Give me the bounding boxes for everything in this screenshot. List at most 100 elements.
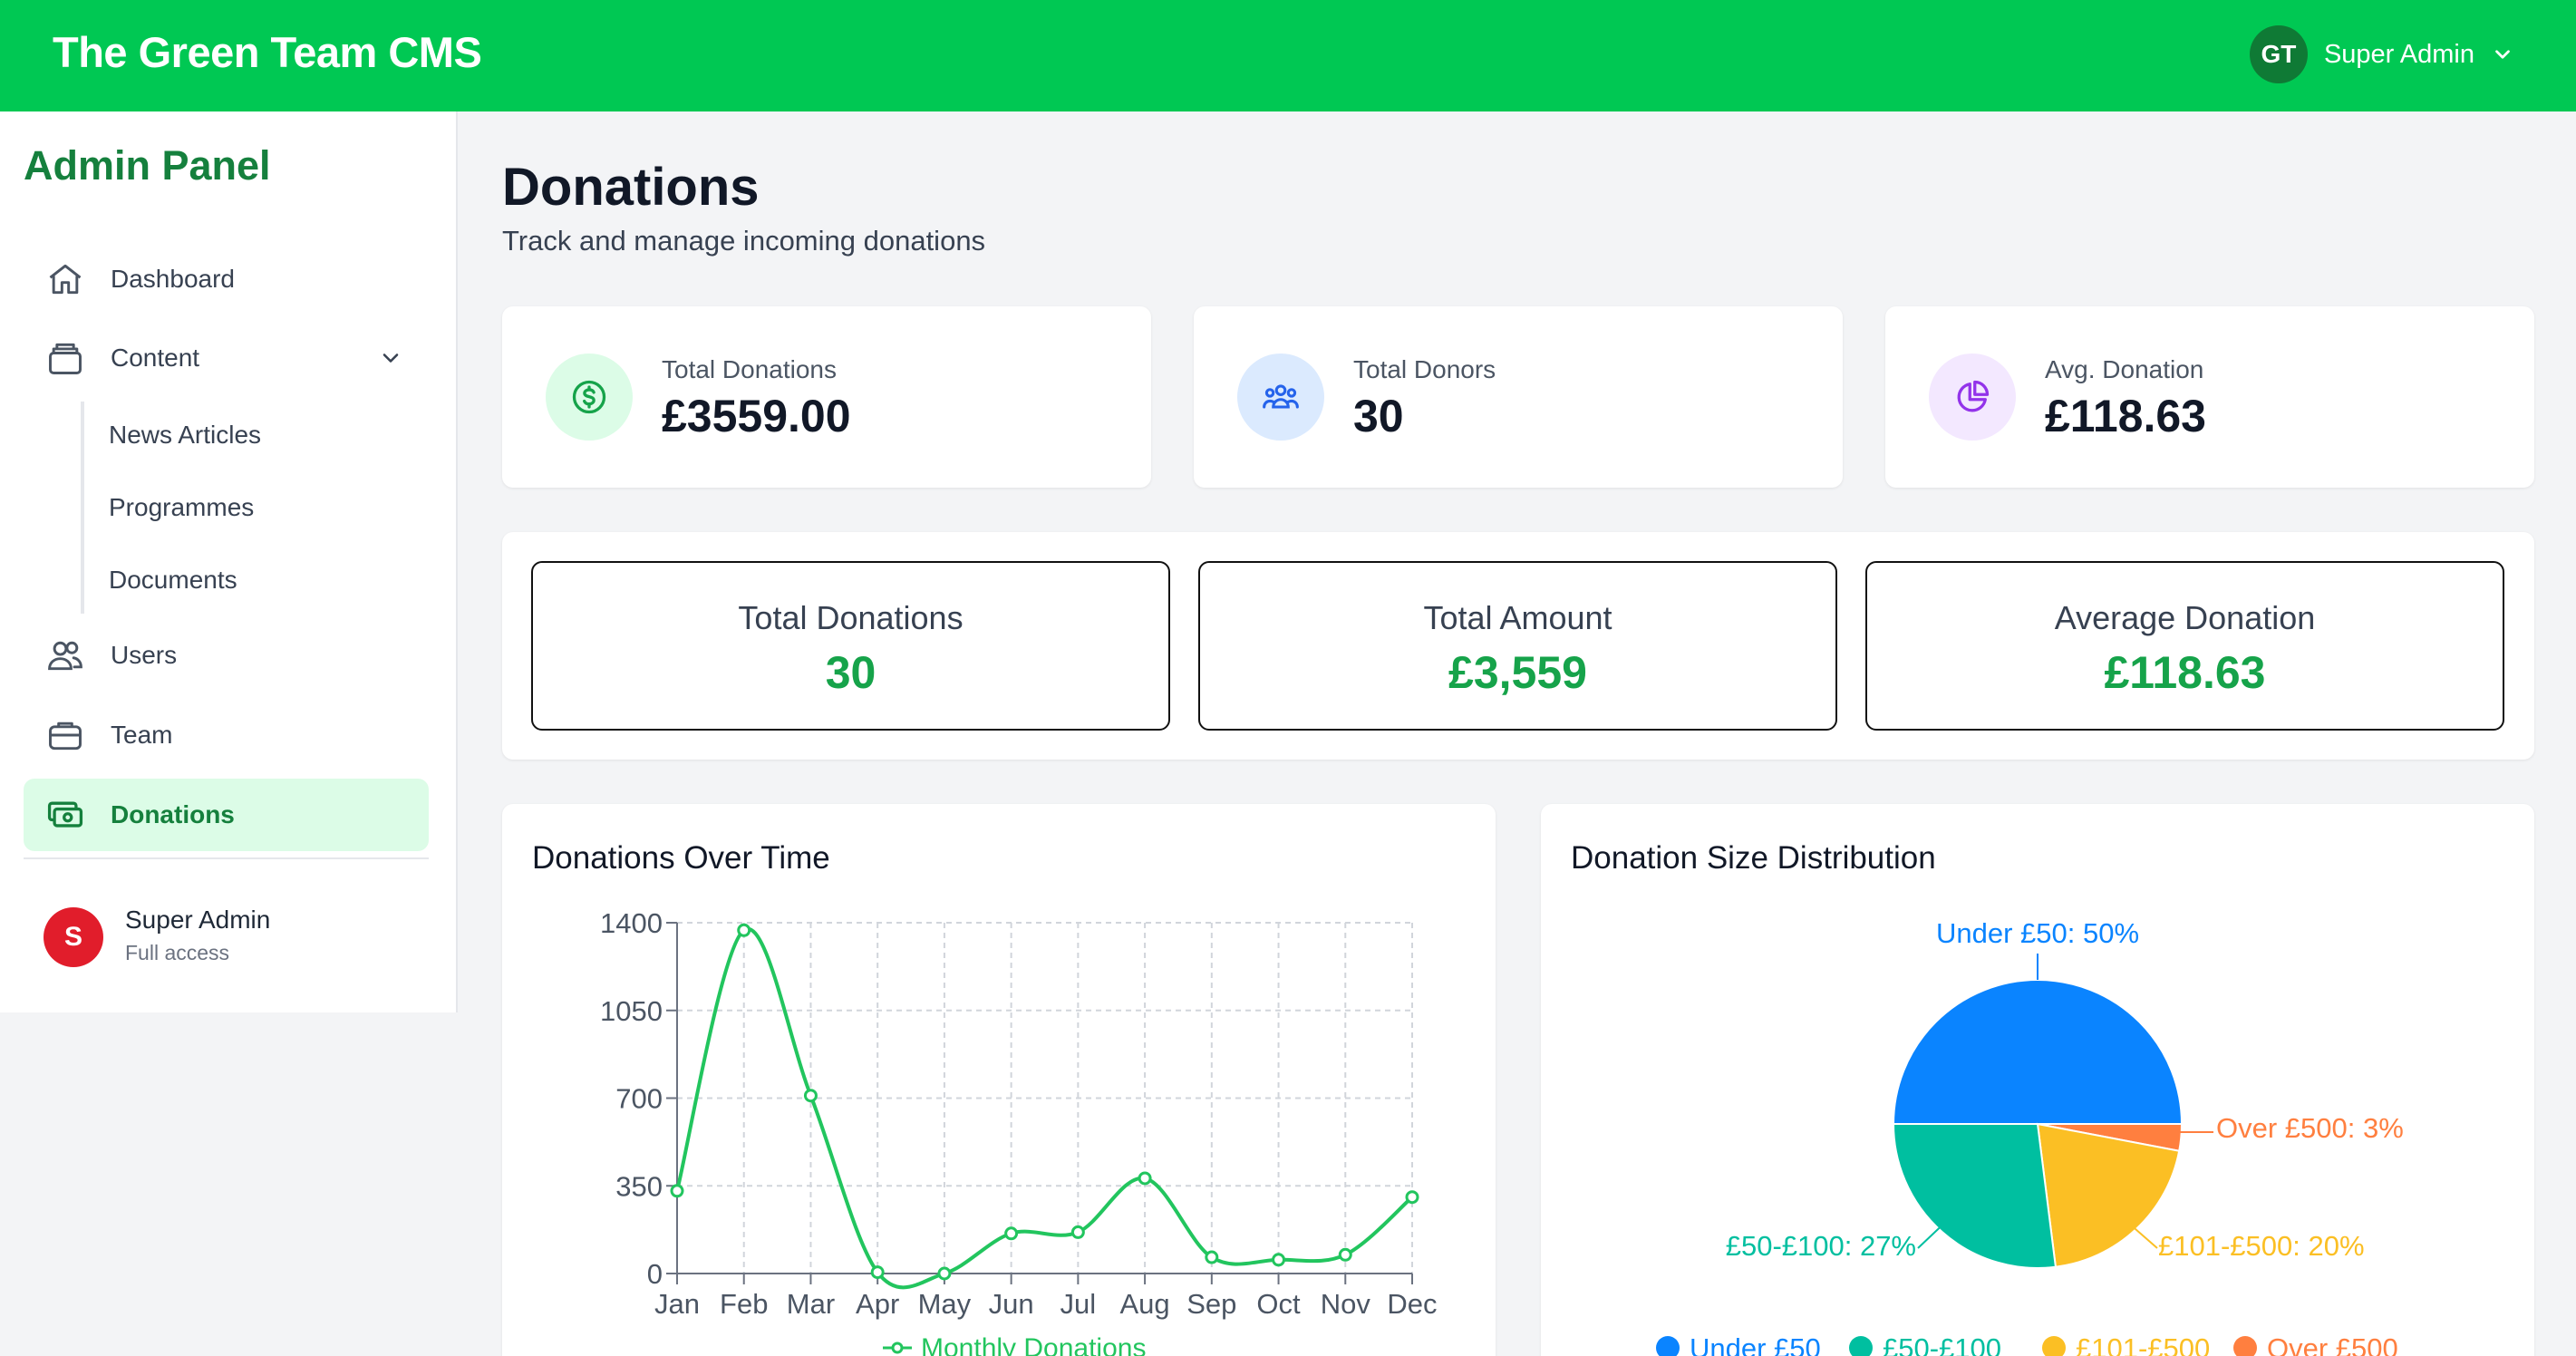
legend-label: Monthly Donations: [921, 1333, 1146, 1356]
page-title: Donations: [502, 158, 760, 217]
people-icon: [1237, 354, 1324, 441]
y-tick-label: 1050: [600, 995, 663, 1027]
legend-marker: [2042, 1336, 2066, 1356]
callout-line: [2120, 1216, 2158, 1249]
chevron-down-icon[interactable]: [2491, 43, 2514, 66]
data-point: [1272, 1253, 1286, 1267]
legend-label: Over £500: [2267, 1332, 2398, 1356]
data-point: [1338, 1247, 1352, 1262]
summary-box-average-donation: Average Donation £118.63: [1865, 561, 2504, 731]
x-tick-label: Feb: [720, 1288, 768, 1320]
data-point: [803, 1089, 818, 1103]
callout-label: Over £500: 3%: [2216, 1112, 2404, 1144]
stat-value: 30: [1353, 391, 1404, 441]
y-tick-label: 350: [615, 1170, 663, 1202]
sidebar-item-label: Dashboard: [111, 265, 235, 293]
pie-chart: Under £50: 50% Over £500: 3% £101-£500: 20…: [1656, 917, 2404, 1356]
layers-icon: [45, 338, 85, 378]
legend-label: Under £50: [1690, 1332, 1821, 1356]
donation-size-distribution-card: Donation Size Distribution Under £50: 50…: [1541, 804, 2534, 1356]
x-tick-label: Nov: [1321, 1288, 1371, 1320]
x-tick-label: Aug: [1120, 1288, 1170, 1320]
sidebar-item-dashboard[interactable]: Dashboard: [24, 243, 429, 315]
y-tick-label: 1400: [600, 907, 663, 939]
y-tick-label: 0: [647, 1258, 663, 1290]
x-tick-label: Jul: [1060, 1288, 1097, 1320]
line-chart: Jan Feb Mar Apr May Jun Jul Aug Sep Oct Nov Dec 0 350…: [600, 907, 1438, 1356]
top-bar: The Green Team CMS GT Super Admin: [0, 0, 2576, 111]
sidebar-item-team[interactable]: Team: [24, 699, 429, 771]
x-tick-label: Dec: [1387, 1288, 1437, 1320]
summary-box-total-amount: Total Amount £3,559: [1198, 561, 1837, 731]
data-point: [870, 1265, 885, 1280]
data-point: [670, 1184, 684, 1198]
callout-line: [1917, 1216, 1952, 1249]
sidebar-item-users[interactable]: Users: [24, 619, 429, 692]
donations-over-time-card: Donations Over Time Jan Feb Mar Apr May Jun Ju…: [502, 804, 1496, 1356]
sidebar-user-role: Full access: [125, 941, 230, 964]
sidebar-item-label: Content: [111, 344, 200, 372]
y-tick-label: 700: [615, 1083, 663, 1115]
x-tick-label: Apr: [856, 1288, 899, 1320]
data-point: [937, 1266, 952, 1281]
pie-slice: [1892, 979, 2184, 1125]
legend-label: £101-£500: [2076, 1332, 2210, 1356]
summary-box-total-donations: Total Donations 30: [531, 561, 1170, 731]
pie-slice: [1892, 1123, 2058, 1269]
chart-title: Donations Over Time: [532, 840, 830, 876]
users-icon: [45, 635, 85, 675]
legend-marker: [1849, 1336, 1873, 1356]
content-subnav-line: [81, 402, 84, 614]
x-tick-label: Sep: [1186, 1288, 1236, 1320]
sidebar-item-label: Users: [111, 641, 178, 669]
x-tick-label: Jan: [654, 1288, 700, 1320]
summary-value: 30: [825, 647, 876, 698]
legend-label: £50-£100: [1883, 1332, 2001, 1356]
home-icon: [45, 259, 85, 299]
user-name[interactable]: Super Admin: [2323, 39, 2474, 69]
user-menu[interactable]: GT Super Admin: [2249, 25, 2514, 83]
x-tick-label: Jun: [989, 1288, 1034, 1320]
sidebar-item-donations[interactable]: Donations: [24, 779, 429, 851]
sidebar-item-label: Team: [111, 721, 173, 749]
data-point: [1070, 1225, 1085, 1239]
sidebar-subitem-programmes[interactable]: Programmes: [109, 493, 255, 521]
x-tick-label: May: [918, 1288, 972, 1320]
data-point: [1138, 1171, 1152, 1186]
stat-label: Total Donors: [1353, 355, 1496, 383]
callout-label: Under £50: 50%: [1936, 917, 2139, 949]
page-subtitle: Track and manage incoming donations: [502, 225, 986, 257]
stat-label: Avg. Donation: [2045, 355, 2204, 383]
x-tick-label: Mar: [787, 1288, 835, 1320]
sidebar-divider: [24, 857, 429, 859]
x-tick-label: Oct: [1256, 1288, 1301, 1320]
data-point: [1405, 1190, 1419, 1205]
briefcase-icon: [45, 715, 85, 755]
avatar: S: [44, 907, 103, 967]
sidebar-subitem-news-articles[interactable]: News Articles: [109, 421, 262, 449]
stat-label: Total Donations: [662, 355, 838, 383]
stat-value: £3559.00: [662, 391, 851, 441]
stat-value: £118.63: [2045, 391, 2206, 441]
summary-panel: Total Donations 30 Total Amount £3,559 A…: [502, 532, 2534, 760]
sidebar-item-content[interactable]: Content: [24, 322, 429, 394]
series-line: [675, 926, 1414, 1290]
stat-card-avg-donation: Avg. Donation £118.63: [1885, 306, 2534, 488]
summary-value: £3,559: [1448, 647, 1587, 698]
callout-label: £101-£500: 20%: [2158, 1230, 2365, 1262]
brand-title[interactable]: The Green Team CMS: [53, 28, 482, 76]
sidebar-subitem-documents[interactable]: Documents: [109, 566, 237, 594]
data-point: [1205, 1250, 1219, 1264]
data-point: [737, 923, 751, 937]
summary-value: £118.63: [2104, 647, 2266, 698]
chart-title: Donation Size Distribution: [1571, 840, 1936, 876]
chevron-down-icon[interactable]: [378, 345, 403, 371]
sidebar: Admin Panel Dashboard Content News Artic…: [0, 111, 458, 1012]
avatar[interactable]: GT: [2249, 25, 2308, 83]
dollar-circle-icon: [546, 354, 633, 441]
sidebar-title: Admin Panel: [24, 142, 271, 189]
stat-card-total-donations: Total Donations £3559.00: [502, 306, 1151, 488]
legend-marker: [2233, 1336, 2257, 1356]
legend-marker: [891, 1341, 904, 1354]
sidebar-item-label: Donations: [111, 800, 235, 828]
